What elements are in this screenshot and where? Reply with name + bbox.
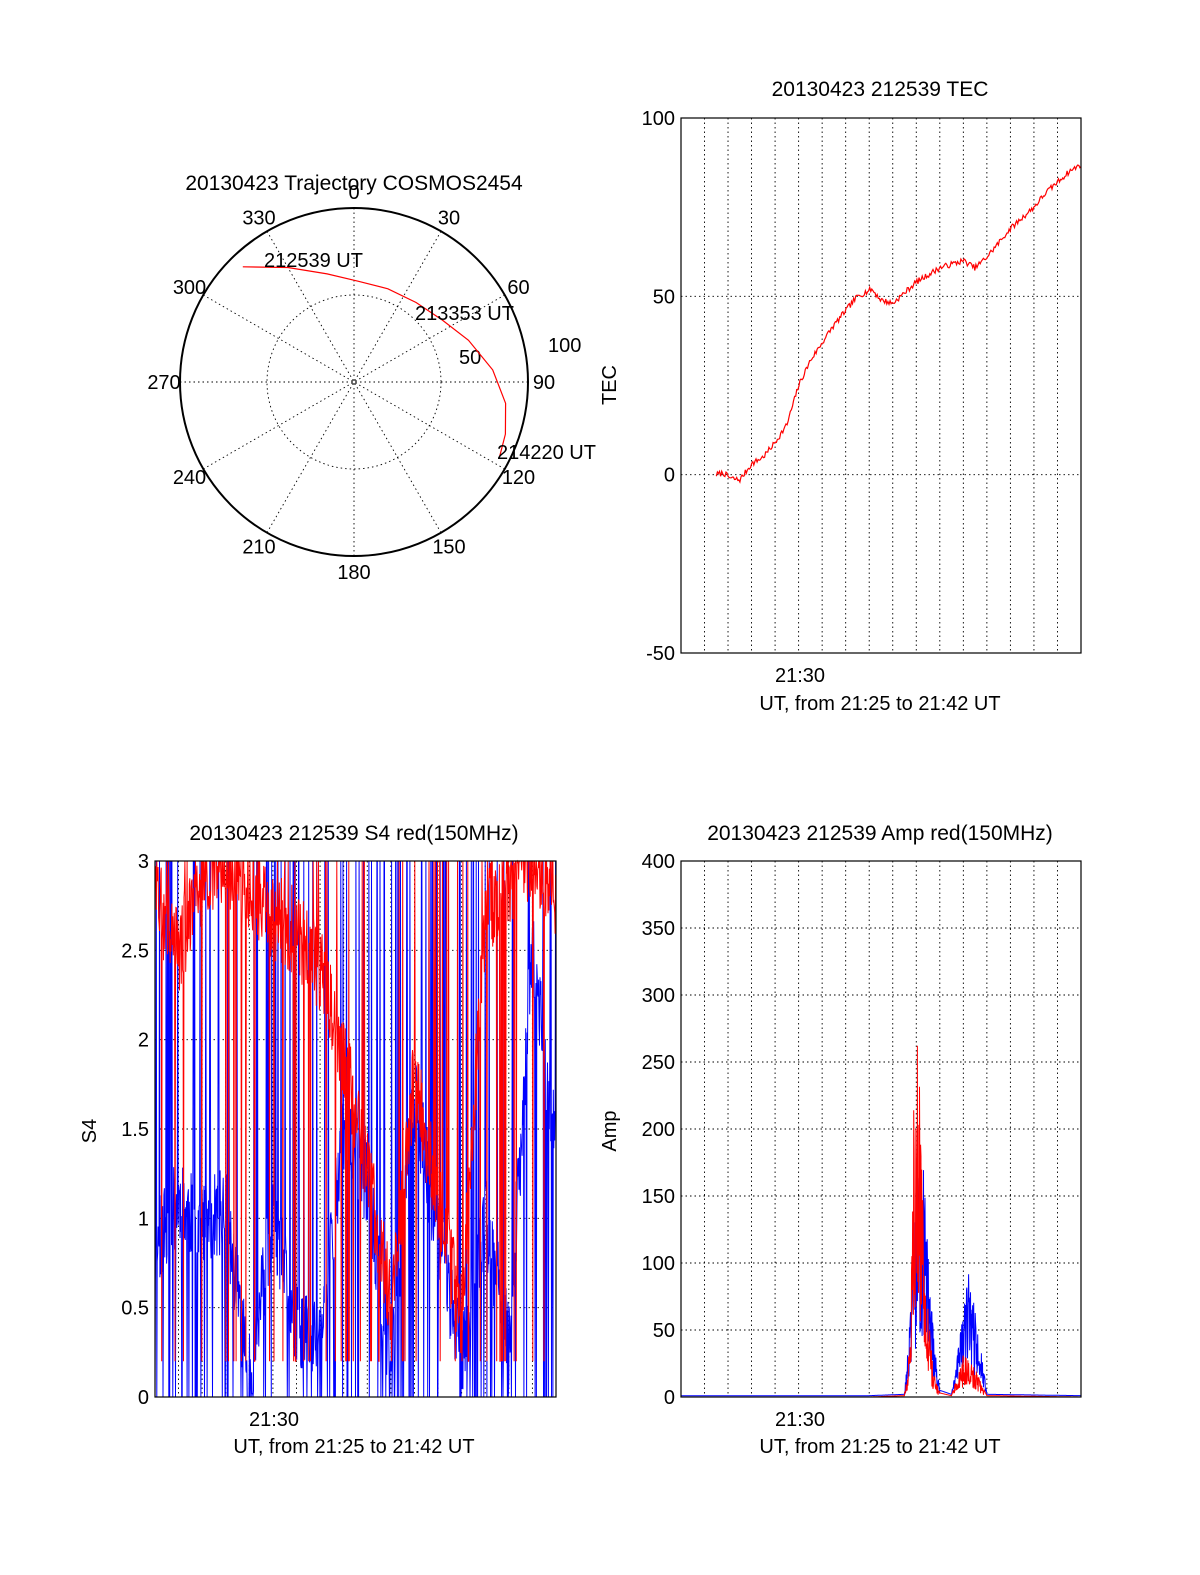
amp-x-tick-label: 21:30 (775, 1409, 825, 1431)
y-tick-label: 2.5 (121, 940, 149, 962)
polar-azimuth-label-210: 210 (242, 537, 275, 559)
tec-line (715, 164, 1082, 484)
tec-y-axis-label: TEC (599, 365, 621, 405)
polar-azimuth-label-60: 60 (507, 277, 529, 299)
y-tick-label: 100 (642, 108, 675, 130)
tec-grid (681, 117, 1081, 654)
y-tick-label: 0 (664, 1387, 675, 1409)
s4-title: 20130423 212539 S4 red(150MHz) (189, 822, 518, 845)
y-tick-label: 200 (642, 1119, 675, 1141)
s4-panel: 20130423 212539 S4 red(150MHz) 0 0.5 1 1.5 2… (79, 822, 557, 1458)
polar-azimuth-label-90: 90 (533, 372, 555, 394)
s4-y-ticks: 0 0.5 1 1.5 2 2.5 3 (121, 851, 149, 1409)
polar-annotation-end: 214220 UT (497, 442, 596, 464)
y-tick-label: 1.5 (121, 1119, 149, 1141)
polar-outer-circle (179, 207, 529, 557)
polar-azimuth-label-120: 120 (502, 467, 535, 489)
tec-y-ticks: -50 0 50 100 (642, 108, 675, 665)
y-tick-label: 2 (138, 1030, 149, 1052)
y-tick-label: 3 (138, 851, 149, 873)
tec-series (715, 164, 1082, 484)
y-tick-label: 100 (642, 1253, 675, 1275)
s4-x-axis-label: UT, from 21:25 to 21:42 UT (233, 1436, 474, 1458)
amp-title: 20130423 212539 Amp red(150MHz) (707, 822, 1053, 845)
tec-plot-frame (680, 117, 1082, 654)
tec-title: 20130423 212539 TEC (772, 78, 989, 101)
amp-y-axis-label: Amp (599, 1110, 621, 1151)
polar-radial-tick-100: 100 (548, 335, 581, 357)
y-tick-label: 50 (653, 286, 675, 308)
s4-series (154, 859, 557, 1398)
polar-azimuth-label-30: 30 (438, 208, 460, 230)
polar-grid (180, 208, 528, 556)
polar-title: 20130423 Trajectory COSMOS2454 (185, 172, 523, 195)
y-tick-label: 400 (642, 851, 675, 873)
y-tick-label: -50 (646, 643, 675, 665)
polar-annotation-mid: 213353 UT (415, 303, 514, 325)
y-tick-label: 350 (642, 918, 675, 940)
y-tick-label: 0.5 (121, 1298, 149, 1320)
y-tick-label: 150 (642, 1186, 675, 1208)
y-tick-label: 50 (653, 1320, 675, 1342)
amp-panel: 20130423 212539 Amp red(150MHz) 0 50 100 15… (599, 822, 1082, 1458)
polar-azimuth-label-270: 270 (147, 372, 180, 394)
amp-x-axis-label: UT, from 21:25 to 21:42 UT (759, 1436, 1000, 1458)
tec-x-axis-label: UT, from 21:25 to 21:42 UT (759, 693, 1000, 715)
amp-plot-frame (680, 860, 1082, 1398)
polar-azimuth-label-330: 330 (242, 208, 275, 230)
y-tick-label: 0 (138, 1387, 149, 1409)
polar-azimuth-label-150: 150 (432, 537, 465, 559)
s4-y-axis-label: S4 (79, 1119, 101, 1143)
amp-series (681, 1045, 1081, 1398)
amp-red-line (681, 1045, 1081, 1398)
s4-plot-frame (154, 860, 557, 1398)
polar-track-line (242, 266, 507, 457)
y-tick-label: 300 (642, 985, 675, 1007)
polar-azimuth-label-240: 240 (173, 467, 206, 489)
polar-azimuth-label-0: 0 (348, 182, 359, 204)
polar-panel: 20130423 Trajectory COSMOS2454 0 30 60 90 12… (147, 172, 596, 584)
amp-grid (681, 860, 1081, 1398)
polar-annotation-start: 212539 UT (264, 250, 363, 272)
y-tick-label: 1 (138, 1208, 149, 1230)
amp-blue-line (681, 1170, 1081, 1397)
y-tick-label: 250 (642, 1052, 675, 1074)
polar-azimuth-label-300: 300 (173, 277, 206, 299)
polar-azimuth-label-180: 180 (337, 562, 370, 584)
polar-azimuth-labels: 0 30 60 90 120 150 180 210 240 270 300 330 (147, 182, 555, 584)
polar-radial-tick-50: 50 (459, 347, 481, 369)
y-tick-label: 0 (664, 465, 675, 487)
s4-x-tick-label: 21:30 (249, 1409, 299, 1431)
tec-panel: 20130423 212539 TEC -50 0 50 100 21:30 UT, … (599, 78, 1082, 715)
tec-x-tick-label: 21:30 (775, 665, 825, 687)
amp-y-ticks: 0 50 100 150 200 250 300 350 400 (642, 851, 675, 1409)
